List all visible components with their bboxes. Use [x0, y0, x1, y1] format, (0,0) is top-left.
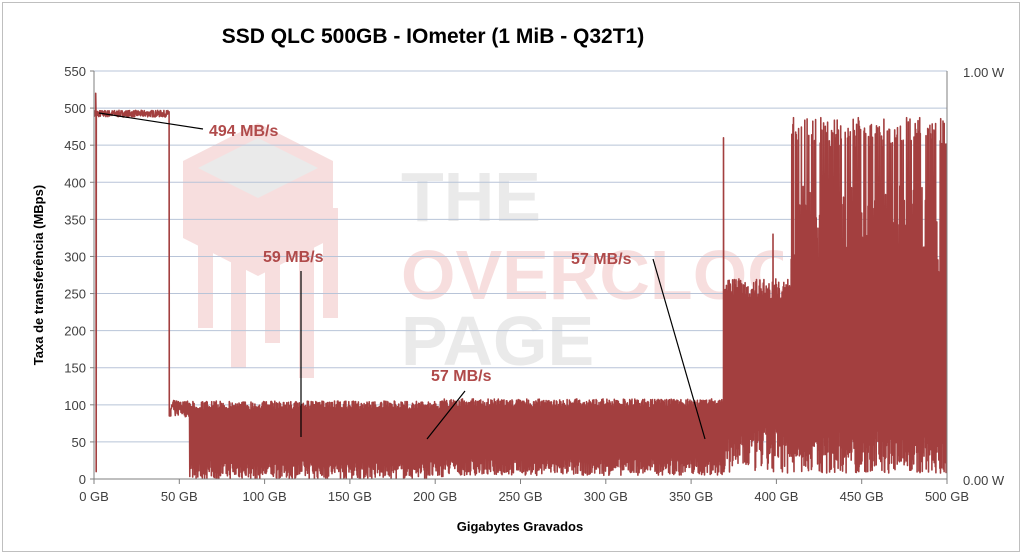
watermark-logo-icon: [183, 123, 338, 378]
x-axis-ticks: 0 GB 50 GB 100 GB 150 GB 200 GB 250 GB 300 GB 3…: [79, 479, 969, 504]
watermark: THE OVERCLOCK PAGE: [183, 123, 848, 380]
y2-tick-label-top: 1.00 W: [963, 65, 1005, 80]
x-tick-label: 200 GB: [413, 489, 457, 504]
watermark-line-2: OVERCLOCK: [401, 236, 848, 314]
y-tick-label: 400: [64, 175, 86, 190]
y-tick-label: 300: [64, 249, 86, 264]
y-tick-label: 250: [64, 287, 86, 302]
x-tick-label: 500 GB: [925, 489, 969, 504]
x-axis-title: Gigabytes Gravados: [457, 519, 583, 534]
y-tick-label: 50: [72, 435, 86, 450]
y-tick-label: 500: [64, 101, 86, 116]
y-tick-label: 200: [64, 324, 86, 339]
watermark-line-3: PAGE: [401, 302, 594, 380]
annotation-57-b: 57 MB/s: [571, 251, 632, 268]
chart-title: SSD QLC 500GB - IOmeter (1 MiB - Q32T1): [222, 25, 644, 48]
series-line: [94, 92, 947, 479]
annotation-leader-3: [426, 390, 466, 440]
annotation-59: 59 MB/s: [263, 249, 324, 266]
series-data: [94, 92, 947, 479]
x-tick-label: 150 GB: [328, 489, 372, 504]
x-tick-label: 400 GB: [754, 489, 798, 504]
annotation-leader-4: [652, 258, 706, 440]
watermark-line-1: THE: [401, 158, 541, 236]
y-tick-label: 550: [64, 64, 86, 79]
y2-tick-label-bottom: 0.00 W: [963, 473, 1005, 488]
x-tick-label: 350 GB: [669, 489, 713, 504]
chart-frame: SSD QLC 500GB - IOmeter (1 MiB - Q32T1) …: [2, 2, 1020, 552]
chart-svg: SSD QLC 500GB - IOmeter (1 MiB - Q32T1) …: [31, 25, 1005, 534]
y-tick-label: 350: [64, 212, 86, 227]
y-tick-label: 100: [64, 398, 86, 413]
x-tick-label: 50 GB: [161, 489, 198, 504]
y-tick-label: 150: [64, 361, 86, 376]
y-axis-ticks: 0 50 100 150 200 250 300 350 400 450 500 550: [64, 64, 94, 487]
x-tick-label: 300 GB: [584, 489, 628, 504]
y-axis-title: Taxa de transferência (MBps): [31, 185, 46, 365]
x-tick-label: 250 GB: [498, 489, 542, 504]
annotation-57-a: 57 MB/s: [431, 368, 492, 385]
x-tick-label: 100 GB: [243, 489, 287, 504]
y-tick-label: 450: [64, 138, 86, 153]
y-tick-label: 0: [79, 472, 86, 487]
annotation-leader-1: [98, 112, 204, 130]
annotation-494: 494 MB/s: [209, 123, 278, 140]
annotations: 494 MB/s 59 MB/s 57 MB/s 57 MB/s: [98, 112, 706, 440]
x-tick-label: 450 GB: [840, 489, 884, 504]
x-tick-label: 0 GB: [79, 489, 109, 504]
